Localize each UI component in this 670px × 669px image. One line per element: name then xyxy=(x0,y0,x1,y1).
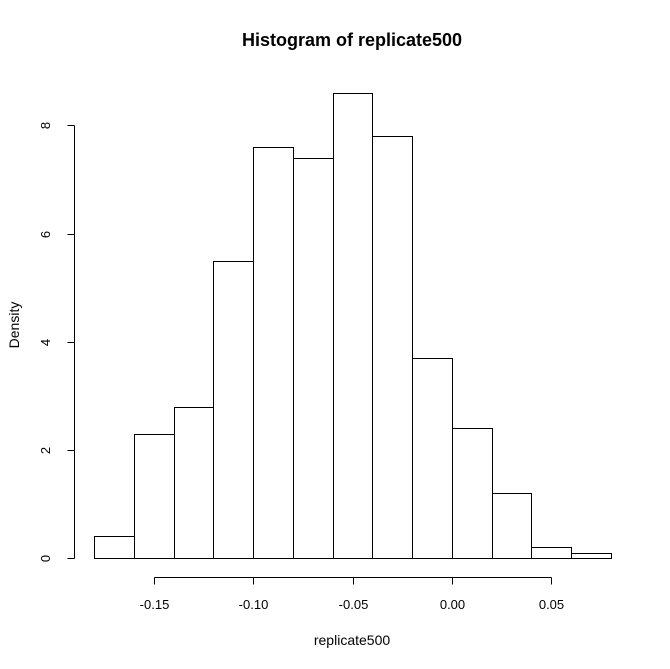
x-tick-label-2: -0.10 xyxy=(239,597,269,612)
histogram-bar-10 xyxy=(452,428,493,559)
y-tick-label-4: 6 xyxy=(38,231,53,238)
histogram-bar-13 xyxy=(571,553,612,559)
histogram-bar-12 xyxy=(531,547,572,559)
y-tick-label-2: 2 xyxy=(38,447,53,454)
y-axis: 0 2 4 6 8 xyxy=(38,122,75,562)
histogram-bar-11 xyxy=(492,493,532,559)
histogram-bar-9 xyxy=(412,358,453,559)
x-axis: -0.15 -0.10 -0.05 0.00 0.05 xyxy=(140,577,564,612)
x-tick-label-4: 0.00 xyxy=(440,597,465,612)
y-tick-label-3: 4 xyxy=(38,339,53,346)
histogram-bar-5 xyxy=(253,147,294,559)
x-tick-label-3: -0.05 xyxy=(339,597,369,612)
x-tick-label-1: -0.15 xyxy=(140,597,170,612)
bars-layer xyxy=(94,93,612,559)
histogram-bar-6 xyxy=(293,158,334,559)
x-tick-label-5: 0.05 xyxy=(539,597,564,612)
y-axis-label: Density xyxy=(6,302,22,349)
x-axis-label: replicate500 xyxy=(314,632,390,648)
histogram-bar-7 xyxy=(333,93,373,559)
histogram-bar-3 xyxy=(174,407,214,559)
histogram-bar-4 xyxy=(213,261,254,559)
y-tick-label-1: 0 xyxy=(38,555,53,562)
histogram-bar-1 xyxy=(94,536,135,559)
histogram-bar-2 xyxy=(134,434,175,559)
histogram-bar-8 xyxy=(372,136,413,559)
y-tick-label-5: 8 xyxy=(38,122,53,129)
chart-title: Histogram of replicate500 xyxy=(242,30,462,50)
